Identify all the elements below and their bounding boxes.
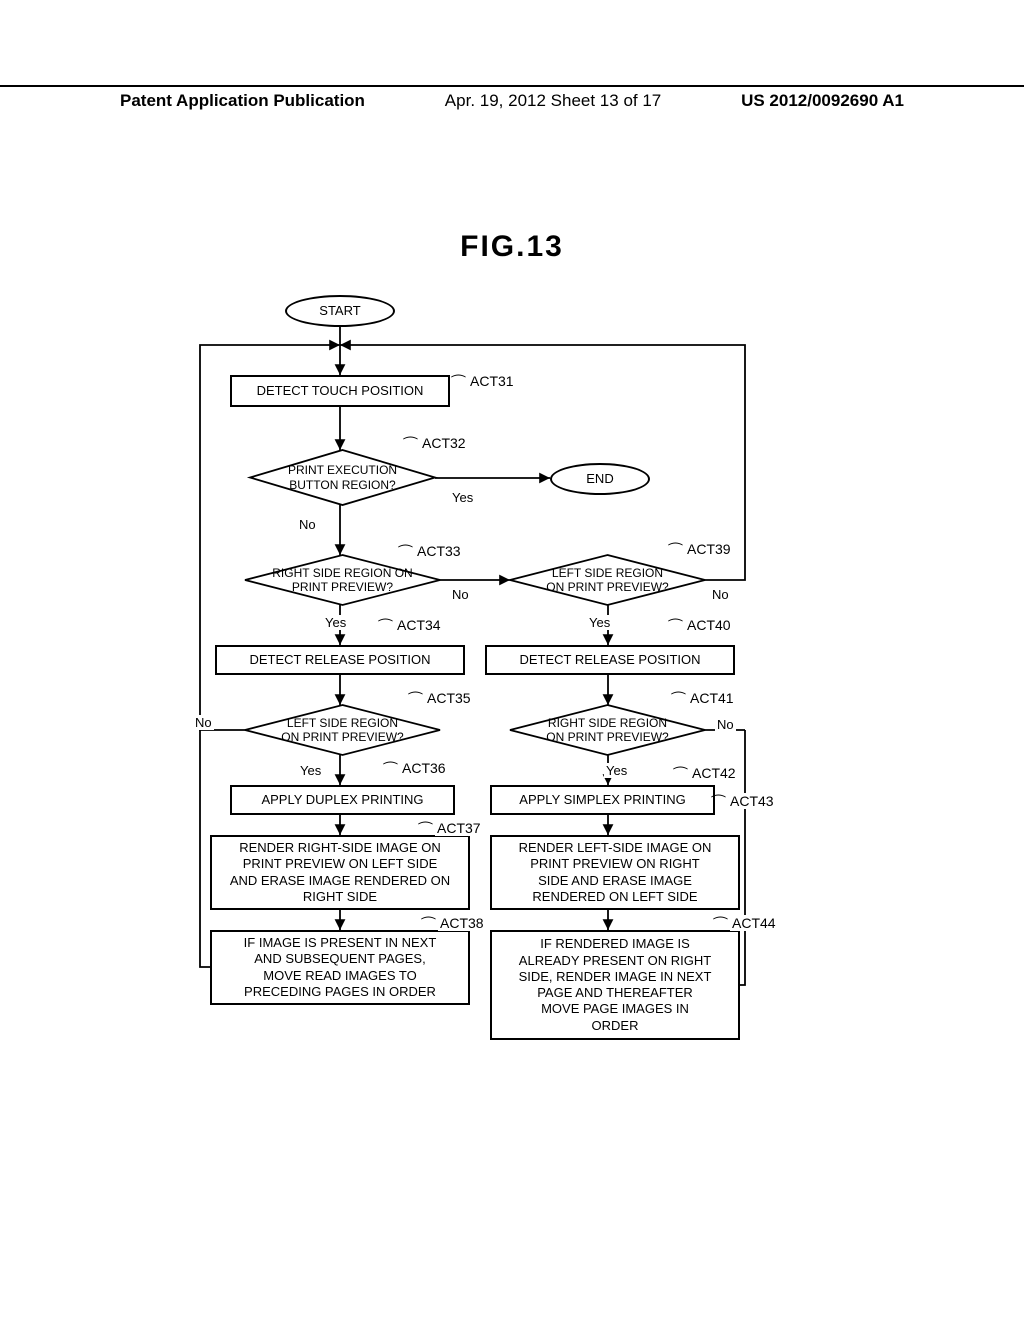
flowchart-node-act41: RIGHT SIDE REGIONON PRINT PREVIEW? (510, 705, 705, 755)
flowchart-node-act39: LEFT SIDE REGIONON PRINT PREVIEW? (510, 555, 705, 605)
tilde-icon: ⁀ (379, 618, 392, 638)
act-label-act37: ACT37 (435, 820, 483, 836)
flowchart-node-act40: DETECT RELEASE POSITION (485, 645, 735, 675)
figure-title: FIG.13 (0, 230, 1024, 264)
edge-label-1: No (297, 517, 318, 532)
act-label-act39: ACT39 (685, 541, 733, 557)
tilde-icon: ⁀ (404, 436, 417, 456)
act-label-act33: ACT33 (415, 543, 463, 559)
tilde-icon: ⁀ (422, 916, 435, 936)
flowchart-node-act36: APPLY DUPLEX PRINTING (230, 785, 455, 815)
act-label-act43: ACT43 (728, 793, 776, 809)
edge-label-7: No (715, 717, 736, 732)
edge-label-2: No (450, 587, 471, 602)
header-right: US 2012/0092690 A1 (741, 91, 904, 111)
act-label-act31: ACT31 (468, 373, 516, 389)
tilde-icon: ⁀ (669, 542, 682, 562)
edge-label-0: Yes (450, 490, 475, 505)
header-left: Patent Application Publication (120, 91, 365, 111)
flowchart: STARTENDDETECT TOUCH POSITIONACT31⁀PRINT… (190, 295, 830, 1065)
edge-label-3: No (710, 587, 731, 602)
flowchart-node-act38: IF IMAGE IS PRESENT IN NEXTAND SUBSEQUEN… (210, 930, 470, 1005)
tilde-icon: ⁀ (452, 374, 465, 394)
edge-label-6: No (193, 715, 214, 730)
act-label-act38: ACT38 (438, 915, 486, 931)
act-label-act44: ACT44 (730, 915, 778, 931)
act-label-act42: ACT42 (690, 765, 738, 781)
act-label-act32: ACT32 (420, 435, 468, 451)
act-label-act34: ACT34 (395, 617, 443, 633)
flowchart-node-act35: LEFT SIDE REGIONON PRINT PREVIEW? (245, 705, 440, 755)
tilde-icon: ⁀ (714, 916, 727, 936)
flowchart-node-act34: DETECT RELEASE POSITION (215, 645, 465, 675)
act-label-act36: ACT36 (400, 760, 448, 776)
tilde-icon: ⁀ (419, 821, 432, 841)
flowchart-node-act43: RENDER LEFT-SIDE IMAGE ONPRINT PREVIEW O… (490, 835, 740, 910)
flowchart-node-act37: RENDER RIGHT-SIDE IMAGE ONPRINT PREVIEW … (210, 835, 470, 910)
flowchart-node-act32: PRINT EXECUTIONBUTTON REGION? (250, 450, 435, 505)
flowchart-node-end: END (550, 463, 650, 495)
tilde-icon: ⁀ (399, 544, 412, 564)
edge-label-4: Yes (323, 615, 348, 630)
act-label-act35: ACT35 (425, 690, 473, 706)
flowchart-node-act42: APPLY SIMPLEX PRINTING (490, 785, 715, 815)
tilde-icon: ⁀ (674, 766, 687, 786)
flowchart-node-start: START (285, 295, 395, 327)
flowchart-node-act44: IF RENDERED IMAGE ISALREADY PRESENT ON R… (490, 930, 740, 1040)
tilde-icon: ⁀ (712, 794, 725, 814)
edge-20 (200, 730, 210, 967)
edge-label-9: Yes (604, 763, 629, 778)
header-mid: Apr. 19, 2012 Sheet 13 of 17 (445, 91, 661, 111)
edge-label-8: Yes (298, 763, 323, 778)
edge-21 (740, 730, 745, 985)
tilde-icon: ⁀ (384, 761, 397, 781)
act-label-act40: ACT40 (685, 617, 733, 633)
flowchart-node-act31: DETECT TOUCH POSITION (230, 375, 450, 407)
tilde-icon: ⁀ (669, 618, 682, 638)
tilde-icon: ⁀ (672, 691, 685, 711)
act-label-act41: ACT41 (688, 690, 736, 706)
tilde-icon: ⁀ (409, 691, 422, 711)
edge-label-5: Yes (587, 615, 612, 630)
